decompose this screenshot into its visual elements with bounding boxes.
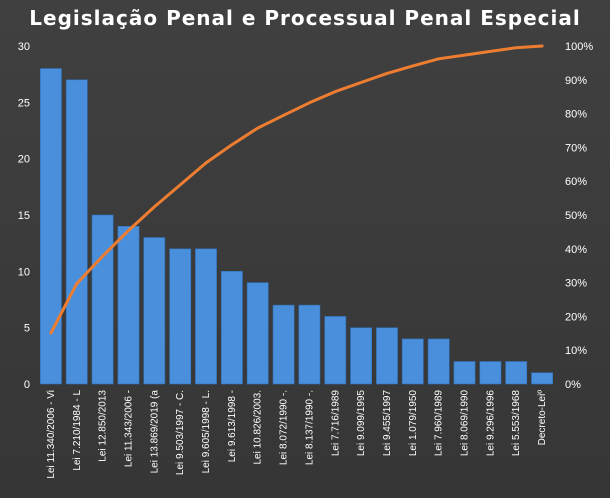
category-label: Decreto-Leiº bbox=[537, 390, 548, 446]
category-label: Lei 9.605/1998 - L. bbox=[201, 390, 212, 473]
bar bbox=[39, 68, 62, 385]
right-axis-tick-label: 100% bbox=[565, 41, 593, 53]
right-axis-tick-label: 40% bbox=[565, 244, 587, 256]
category-label: Lei 11.340/2006 - Vi bbox=[46, 390, 57, 479]
bar bbox=[324, 316, 347, 385]
category-label: Lei 12.850/2013 bbox=[98, 390, 109, 462]
right-axis-tick-label: 20% bbox=[565, 311, 587, 323]
right-axis-tick-label: 30% bbox=[565, 278, 587, 290]
left-axis-tick-label: 10 bbox=[18, 266, 30, 278]
bar bbox=[350, 327, 373, 385]
bar bbox=[531, 372, 554, 385]
right-axis-tick-label: 90% bbox=[565, 75, 587, 87]
category-label: Lei 13.869/2019 (a bbox=[149, 390, 160, 474]
left-axis-ticks: 0 5 10 15 20 25 30 bbox=[18, 41, 30, 391]
category-label: Lei 8.137/1990 -. bbox=[304, 390, 315, 465]
left-axis-tick-label: 30 bbox=[18, 41, 30, 53]
right-axis-tick-label: 50% bbox=[565, 210, 587, 222]
bar bbox=[169, 248, 192, 385]
category-label: Lei 7.210/1984 - L bbox=[72, 390, 83, 471]
category-label: Lei 5.553/1968 bbox=[511, 390, 522, 457]
bar bbox=[65, 79, 88, 385]
bar bbox=[427, 338, 450, 385]
right-axis-tick-label: 10% bbox=[565, 345, 587, 357]
left-axis-tick-label: 15 bbox=[18, 210, 30, 222]
category-label: Lei 1.079/1950 bbox=[408, 390, 419, 457]
category-label: Lei 7.960/1989 bbox=[434, 390, 445, 457]
left-axis-tick-label: 5 bbox=[24, 323, 30, 335]
chart-title: Legislação Penal e Processual Penal Espe… bbox=[29, 6, 581, 30]
right-axis-tick-label: 70% bbox=[565, 142, 587, 154]
category-labels: Lei 11.340/2006 - Vi Lei 7.210/1984 - L Le… bbox=[46, 390, 548, 479]
bar bbox=[376, 327, 398, 385]
right-axis-tick-label: 0% bbox=[565, 379, 581, 391]
category-label: Lei 8.069/1990 bbox=[460, 390, 471, 457]
cumulative-line-layer bbox=[49, 44, 544, 335]
bar bbox=[505, 361, 528, 385]
category-label: Lei 9.503/1997 - C. bbox=[175, 390, 186, 475]
bar bbox=[401, 338, 424, 385]
left-axis-tick-label: 20 bbox=[18, 154, 30, 166]
left-axis-tick-label: 25 bbox=[18, 97, 30, 109]
category-label: Lei 10.826/2003. bbox=[253, 390, 264, 465]
right-axis-tick-label: 80% bbox=[565, 109, 587, 121]
category-label: Lei 9.455/1997 bbox=[382, 390, 393, 457]
bar bbox=[91, 214, 114, 385]
bar bbox=[453, 361, 476, 385]
bar bbox=[479, 361, 502, 385]
bar bbox=[246, 282, 269, 385]
category-label: Lei 8.072/1990 -. bbox=[279, 390, 290, 465]
category-label: Lei 9.099/1995 bbox=[356, 390, 367, 457]
left-axis-tick-label: 0 bbox=[24, 379, 30, 391]
bar bbox=[272, 304, 295, 385]
bar bbox=[298, 304, 321, 385]
right-axis-tick-label: 60% bbox=[565, 176, 587, 188]
bar bbox=[221, 270, 243, 385]
cumulative-line bbox=[49, 44, 544, 335]
category-label: Lei 9.613/1998 - bbox=[227, 390, 238, 462]
bars bbox=[39, 68, 554, 385]
bar bbox=[117, 226, 140, 385]
bar bbox=[143, 237, 166, 385]
category-label: Lei 11.343/2006 - bbox=[124, 390, 135, 467]
category-label: Lei 9.296/1996 bbox=[485, 390, 496, 457]
category-label: Lei 7.716/1989 bbox=[330, 390, 341, 457]
right-axis-ticks: 0% 10% 20% 30% 40% 50% 60% 70% 80% 90% 100% bbox=[565, 41, 593, 391]
bar bbox=[195, 248, 217, 385]
